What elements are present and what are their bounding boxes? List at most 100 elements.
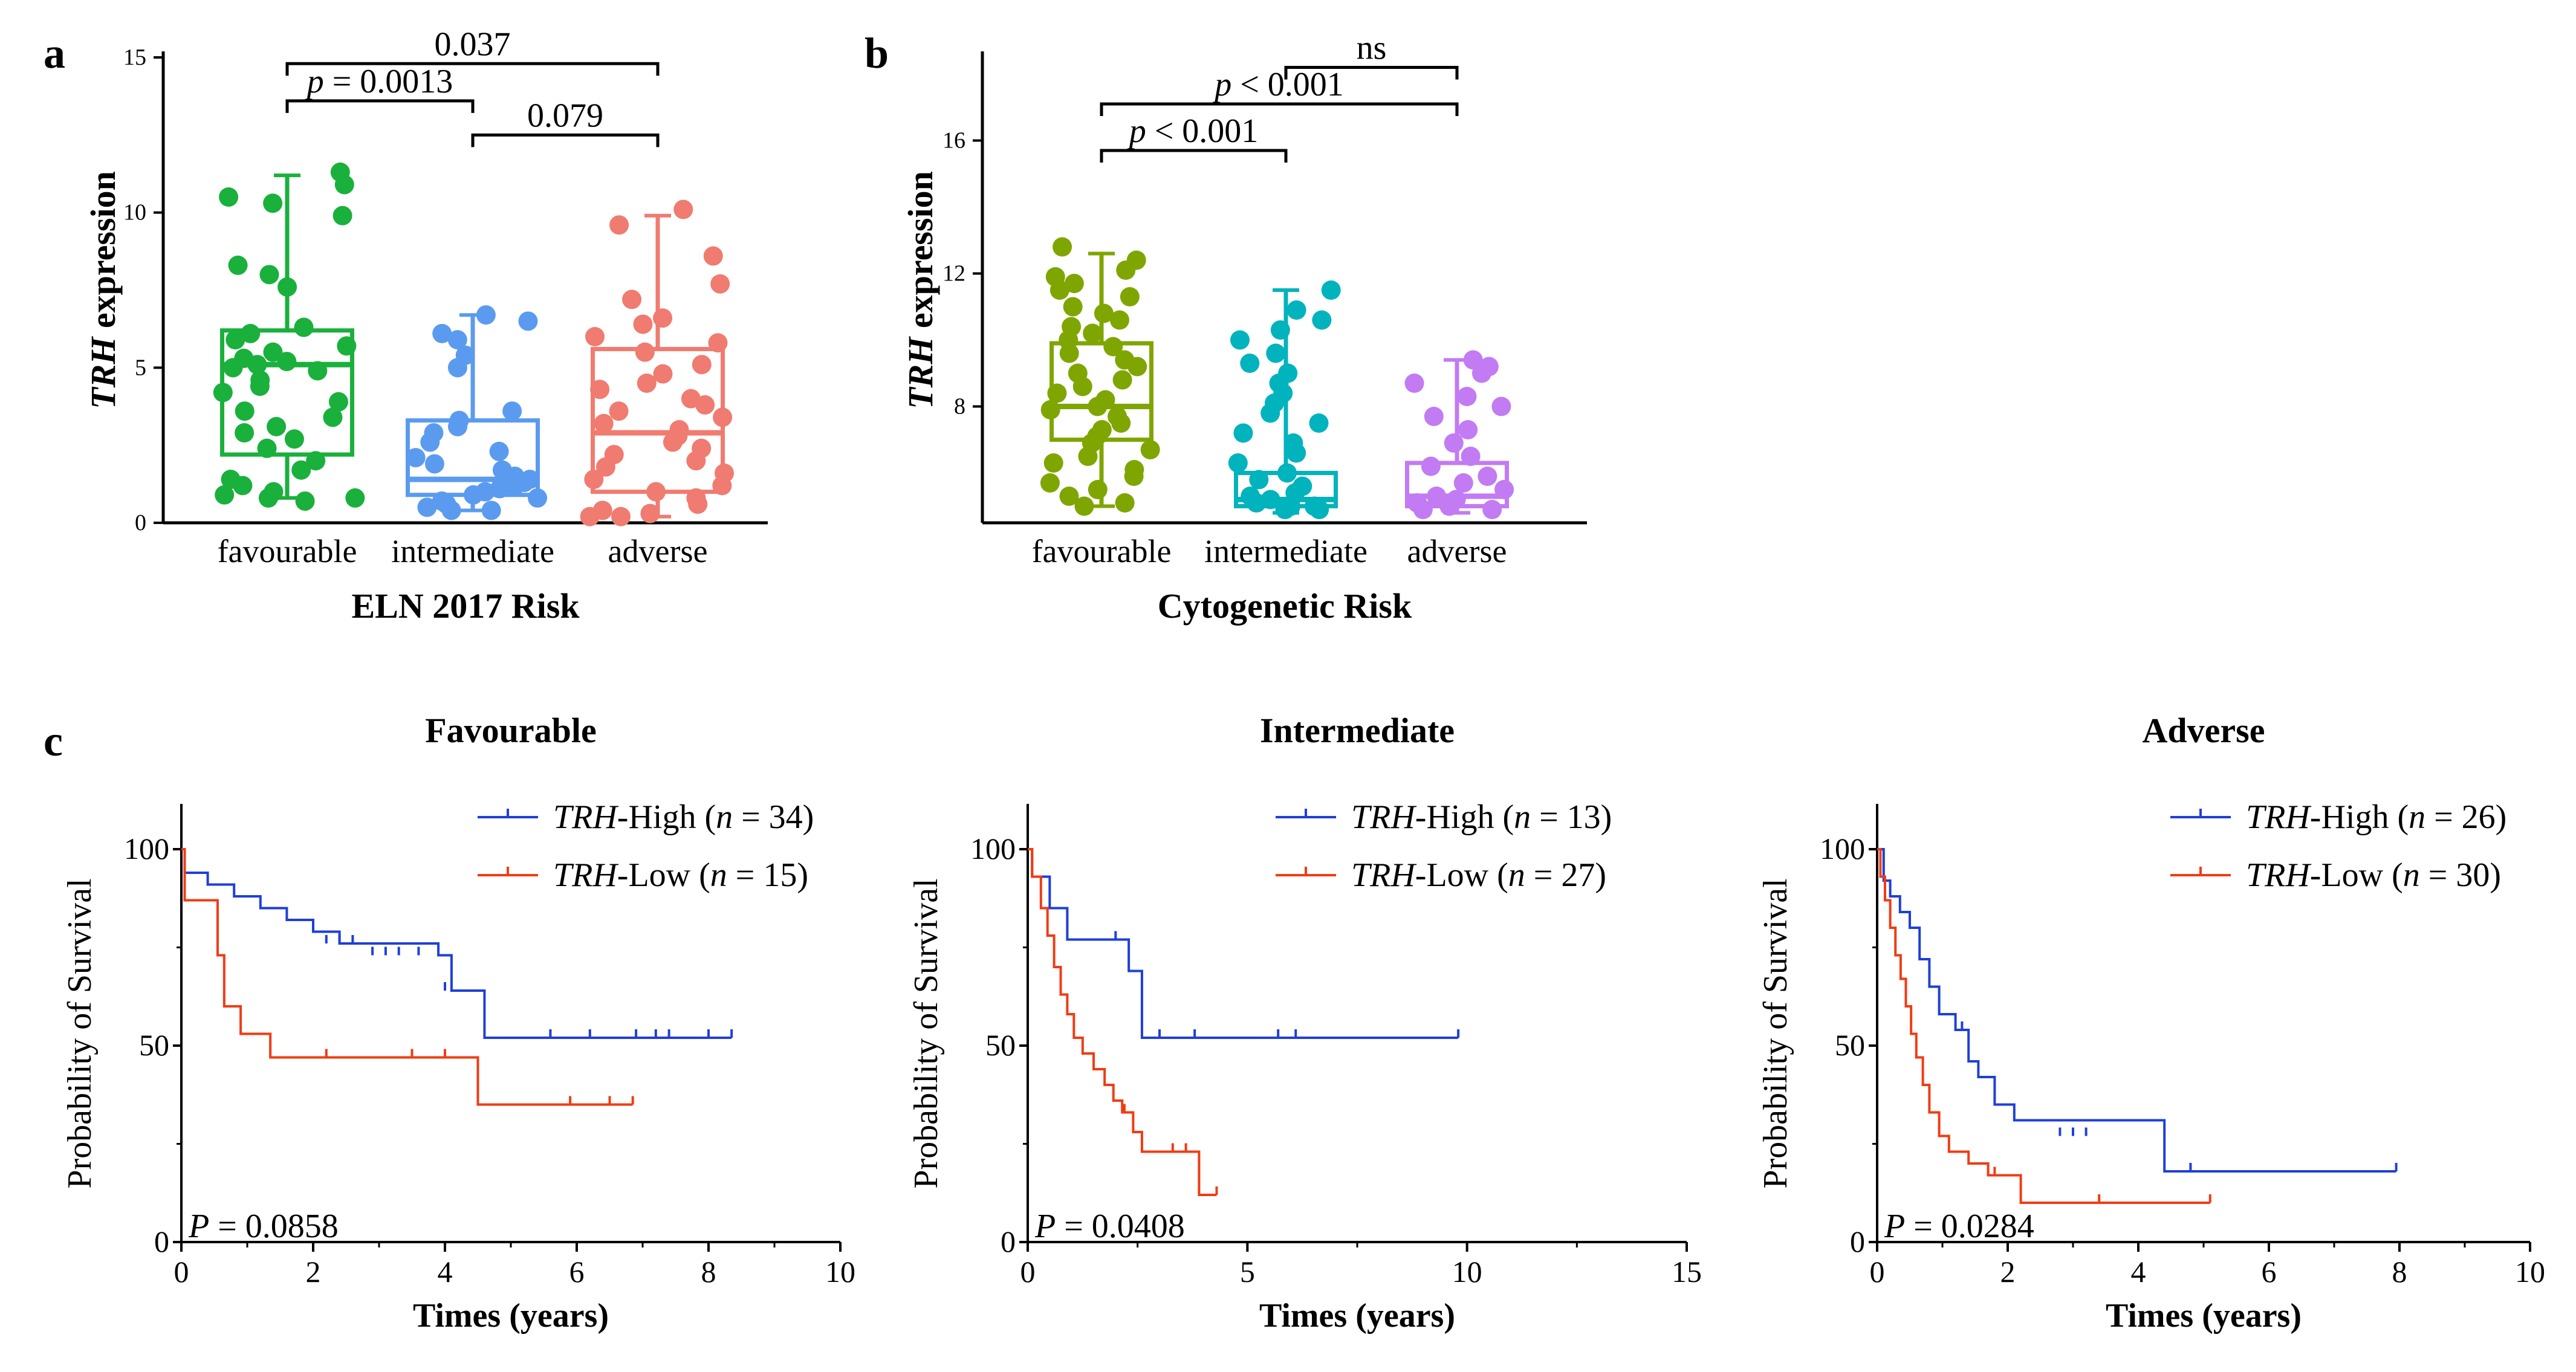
x-tick-label: 4	[2131, 1255, 2146, 1289]
data-point	[1140, 440, 1160, 459]
x-tick-label: 2	[306, 1255, 321, 1289]
data-point	[235, 401, 255, 421]
data-point	[1228, 453, 1248, 473]
data-point	[1115, 493, 1135, 513]
data-point	[653, 308, 673, 328]
x-tick-label: 0	[1020, 1255, 1036, 1289]
data-point	[235, 423, 255, 443]
data-point	[640, 503, 660, 523]
x-tick-label-intermediate: intermediate	[391, 533, 554, 569]
x-tick-label: 6	[569, 1255, 585, 1289]
data-point	[686, 451, 706, 471]
data-point	[1116, 260, 1136, 280]
data-point	[528, 488, 548, 508]
data-point	[223, 358, 243, 378]
y-tick-label: 100	[970, 832, 1016, 866]
data-point	[441, 500, 461, 520]
data-point	[580, 506, 600, 526]
data-point	[263, 193, 283, 213]
data-point	[637, 374, 657, 393]
km-plot-intermediate: Intermediate 0 50 100 0 5 10 15 Times (years) Pro…	[907, 711, 1702, 1335]
data-point	[1478, 467, 1497, 486]
x-tick-label: 6	[2262, 1255, 2277, 1289]
data-point	[1458, 420, 1478, 439]
x-tick-label: 0	[174, 1255, 189, 1289]
km-plot-favourable: Favourable 0 50 100 0 2 4 6 8 10 Times (years) Prob…	[61, 711, 855, 1335]
data-point	[708, 333, 728, 353]
y-tick-label: 0	[1850, 1225, 1865, 1258]
significance-label: 0.037	[435, 25, 511, 63]
data-point	[1457, 387, 1477, 406]
y-axis-label: TRH expression	[83, 171, 123, 409]
panel-label-b: b	[865, 29, 889, 77]
data-point	[1312, 310, 1332, 330]
data-point	[505, 476, 525, 496]
data-point	[713, 407, 733, 427]
x-axis-label: Times (years)	[2106, 1297, 2302, 1335]
data-point	[1270, 320, 1290, 340]
data-point	[1413, 500, 1433, 519]
legend-entry: TRH-High (n = 13)	[1351, 798, 1612, 836]
significance-label: 0.079	[527, 97, 603, 134]
data-point	[1309, 500, 1329, 519]
data-point	[1453, 473, 1473, 493]
data-point	[1074, 496, 1094, 516]
data-point	[241, 323, 261, 343]
data-point	[259, 265, 279, 285]
panel-label-a: a	[44, 29, 65, 77]
data-point	[1064, 274, 1084, 293]
data-point	[277, 277, 297, 297]
data-point	[1260, 403, 1280, 423]
x-tick-label: 10	[1452, 1255, 1482, 1289]
data-point	[489, 441, 509, 461]
data-point	[295, 491, 315, 511]
data-point	[464, 485, 484, 505]
data-point	[663, 432, 683, 452]
y-tick-label: 100	[1820, 832, 1865, 866]
data-point	[502, 401, 522, 421]
data-point	[585, 327, 605, 346]
y-tick-label: 100	[124, 832, 169, 866]
data-point	[257, 438, 277, 458]
data-point	[1112, 370, 1132, 390]
y-tick-label: 0	[154, 1225, 169, 1258]
boxplot-a: 0 5 10 15 TRH expression ELN 2017 Risk favoura…	[83, 25, 768, 626]
data-point	[1094, 303, 1114, 323]
data-point	[594, 413, 614, 433]
x-tick-label: 5	[1240, 1255, 1255, 1289]
survival-curve-high	[1877, 848, 2396, 1173]
data-point	[345, 488, 365, 508]
data-point	[1286, 300, 1306, 320]
data-point	[1072, 377, 1092, 396]
data-point	[420, 432, 440, 452]
legend-entry: TRH-Low (n = 27)	[1351, 856, 1606, 894]
data-point	[228, 255, 248, 275]
data-point	[1471, 363, 1491, 383]
p-value: P = 0.0408	[1034, 1208, 1185, 1245]
data-point	[1059, 487, 1079, 506]
data-point	[1230, 330, 1250, 350]
data-point	[448, 416, 468, 436]
data-point	[609, 401, 629, 421]
data-point	[250, 377, 270, 396]
km-plot-adverse: Adverse 0 50 100 0 2 4 6 8 10 Times (years) Probabi…	[1757, 711, 2545, 1335]
data-point	[1053, 237, 1072, 257]
data-point	[1444, 433, 1464, 453]
significance-bracket	[285, 99, 475, 113]
data-point	[333, 205, 352, 225]
data-point	[1120, 287, 1140, 306]
data-point	[308, 361, 328, 381]
y-tick-label: 50	[1835, 1028, 1865, 1062]
data-point	[267, 416, 287, 436]
data-point	[306, 451, 326, 471]
data-point	[1247, 493, 1267, 513]
data-point	[284, 429, 304, 449]
survival-curve-high	[181, 848, 732, 1039]
p-value: P = 0.0858	[188, 1208, 339, 1245]
data-point	[406, 448, 426, 468]
survival-curve-low	[1877, 848, 2210, 1204]
x-tick-label: 8	[2392, 1255, 2407, 1289]
data-point	[1233, 423, 1253, 443]
data-point	[635, 342, 655, 362]
